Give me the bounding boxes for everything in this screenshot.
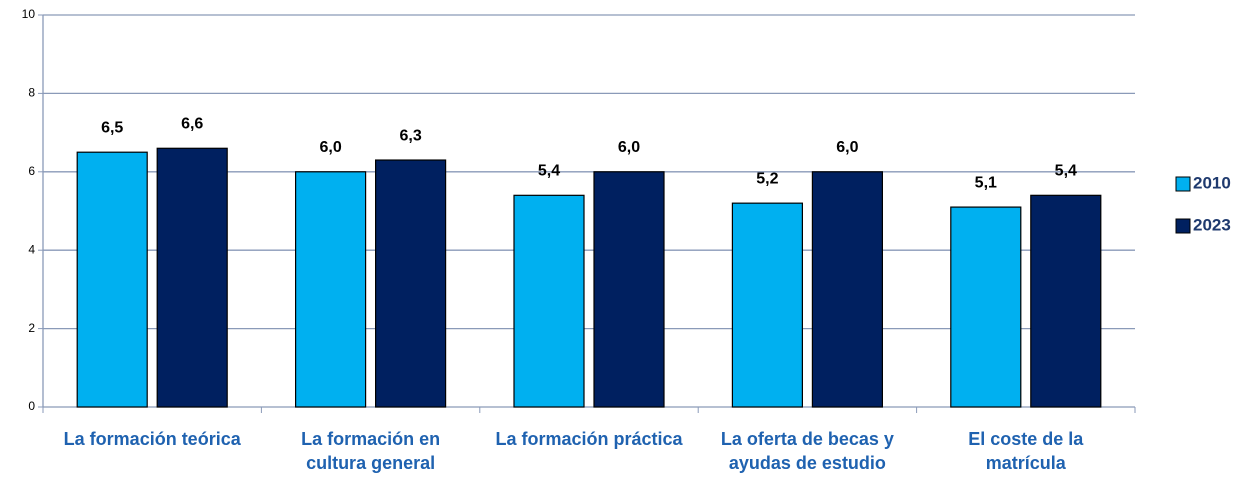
legend-label: 2010 — [1193, 173, 1231, 192]
legend-label: 2023 — [1193, 215, 1231, 234]
value-label: 5,4 — [538, 163, 560, 180]
y-tick-label: 10 — [22, 7, 36, 21]
value-label: 6,5 — [101, 119, 123, 136]
bar — [593, 171, 665, 408]
y-tick-label: 8 — [28, 86, 35, 100]
y-tick-label: 4 — [28, 242, 35, 256]
y-tick-label: 0 — [28, 399, 35, 413]
x-tick-label: La formación teórica — [64, 429, 242, 449]
bar — [811, 171, 884, 408]
x-tick-label: El coste de la matrícula — [968, 429, 1084, 473]
y-tick-label: 2 — [28, 321, 35, 335]
bar — [950, 206, 1022, 408]
value-label: 6,6 — [181, 115, 203, 132]
bar — [375, 159, 447, 408]
x-tick-label: La formación en cultura general — [301, 429, 440, 473]
value-label: 6,0 — [836, 139, 858, 156]
bar — [513, 194, 585, 408]
bar — [76, 151, 148, 408]
y-tick-label: 6 — [28, 164, 35, 178]
x-tick-label: La oferta de becas y ayudas de estudio — [721, 429, 894, 473]
bar — [1030, 194, 1102, 408]
legend-swatch — [1175, 218, 1191, 234]
value-label: 5,1 — [975, 174, 997, 191]
value-label: 6,0 — [618, 139, 640, 156]
bar — [295, 171, 367, 408]
value-label: 6,0 — [319, 139, 341, 156]
value-label: 5,4 — [1055, 163, 1077, 180]
value-label: 6,3 — [399, 127, 421, 144]
value-label: 5,2 — [756, 170, 778, 187]
x-tick-label: La formación práctica — [495, 429, 683, 449]
bar — [731, 202, 804, 408]
bar — [156, 147, 228, 408]
legend-swatch — [1175, 176, 1191, 192]
